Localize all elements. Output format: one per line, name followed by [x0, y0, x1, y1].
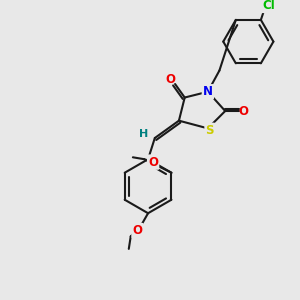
Text: Cl: Cl: [262, 0, 275, 12]
Text: O: O: [133, 224, 142, 237]
Text: O: O: [165, 73, 175, 86]
Text: O: O: [238, 104, 248, 118]
Text: O: O: [148, 156, 158, 169]
Text: H: H: [139, 129, 148, 139]
Text: S: S: [206, 124, 214, 137]
Text: N: N: [203, 85, 213, 98]
